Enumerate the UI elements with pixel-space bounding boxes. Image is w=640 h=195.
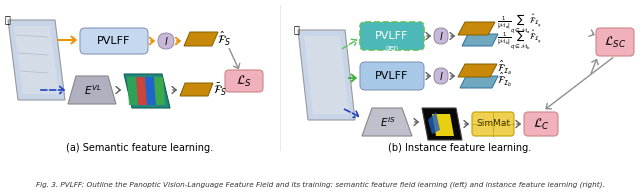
- Text: $\mathcal{L}_S$: $\mathcal{L}_S$: [236, 74, 252, 89]
- Polygon shape: [460, 76, 498, 88]
- Polygon shape: [458, 64, 497, 77]
- Polygon shape: [432, 114, 454, 136]
- FancyBboxPatch shape: [225, 70, 263, 92]
- Text: PVLFF: PVLFF: [375, 31, 409, 41]
- Text: $E^{IS}$: $E^{IS}$: [380, 115, 396, 129]
- Polygon shape: [422, 108, 462, 140]
- Text: 📷: 📷: [294, 24, 300, 34]
- FancyBboxPatch shape: [472, 112, 514, 136]
- Text: $\hat{\mathcal{F}}_S$: $\hat{\mathcal{F}}_S$: [217, 30, 231, 48]
- Polygon shape: [68, 76, 116, 104]
- Polygon shape: [145, 77, 156, 105]
- Text: $\frac{1}{|\mathcal{M}_b|}\sum_{q\in\mathcal{M}_b}\hat{\mathcal{F}}_{\mathcal{I}: $\frac{1}{|\mathcal{M}_b|}\sum_{q\in\mat…: [497, 29, 541, 51]
- Text: $\hat{\mathcal{F}}_{\mathcal{I}_b}$: $\hat{\mathcal{F}}_{\mathcal{I}_b}$: [497, 71, 512, 89]
- Text: Fig. 3. PVLFF: Outline the Panoptic Vision-Language Feature Field and its traini: Fig. 3. PVLFF: Outline the Panoptic Visi…: [36, 182, 604, 188]
- Text: (a) Semantic feature learning.: (a) Semantic feature learning.: [67, 143, 214, 153]
- FancyBboxPatch shape: [360, 62, 424, 90]
- Polygon shape: [362, 108, 412, 136]
- Text: PVLFF: PVLFF: [97, 36, 131, 46]
- FancyBboxPatch shape: [596, 28, 634, 56]
- Polygon shape: [184, 32, 218, 46]
- Polygon shape: [127, 77, 138, 105]
- Text: $l$: $l$: [438, 70, 444, 82]
- FancyBboxPatch shape: [360, 22, 424, 50]
- Text: gen: gen: [385, 45, 399, 51]
- FancyBboxPatch shape: [158, 33, 174, 49]
- Text: $\frac{1}{|\mathcal{M}_a|}\sum_{q\in\mathcal{M}_a}\hat{\mathcal{F}}_{\mathcal{I}: $\frac{1}{|\mathcal{M}_a|}\sum_{q\in\mat…: [497, 13, 541, 35]
- Text: $\mathcal{L}_{C}$: $\mathcal{L}_{C}$: [532, 116, 549, 132]
- Text: SimMat: SimMat: [476, 120, 510, 129]
- Polygon shape: [428, 112, 440, 134]
- Polygon shape: [124, 74, 170, 108]
- Polygon shape: [8, 20, 65, 100]
- Polygon shape: [462, 34, 498, 46]
- Text: 📷: 📷: [5, 14, 11, 24]
- FancyBboxPatch shape: [434, 28, 448, 44]
- Text: $\mathcal{L}_{SC}$: $\mathcal{L}_{SC}$: [604, 35, 626, 50]
- FancyBboxPatch shape: [524, 112, 558, 136]
- Polygon shape: [304, 36, 349, 114]
- Text: $l$: $l$: [438, 30, 444, 42]
- Text: PVLFF: PVLFF: [375, 71, 409, 81]
- Polygon shape: [14, 26, 59, 94]
- Polygon shape: [458, 22, 495, 35]
- Polygon shape: [154, 77, 165, 105]
- Text: (b) Instance feature learning.: (b) Instance feature learning.: [388, 143, 532, 153]
- Polygon shape: [136, 77, 147, 105]
- Text: $E^{VL}$: $E^{VL}$: [84, 83, 102, 97]
- Polygon shape: [298, 30, 355, 120]
- Text: $\bar{\mathcal{F}}_S$: $\bar{\mathcal{F}}_S$: [213, 82, 227, 98]
- FancyBboxPatch shape: [434, 68, 448, 84]
- FancyBboxPatch shape: [80, 28, 148, 54]
- Polygon shape: [180, 83, 213, 96]
- Text: $\hat{\mathcal{F}}_{\mathcal{I}_a}$: $\hat{\mathcal{F}}_{\mathcal{I}_a}$: [497, 59, 512, 77]
- Text: $l$: $l$: [164, 35, 168, 47]
